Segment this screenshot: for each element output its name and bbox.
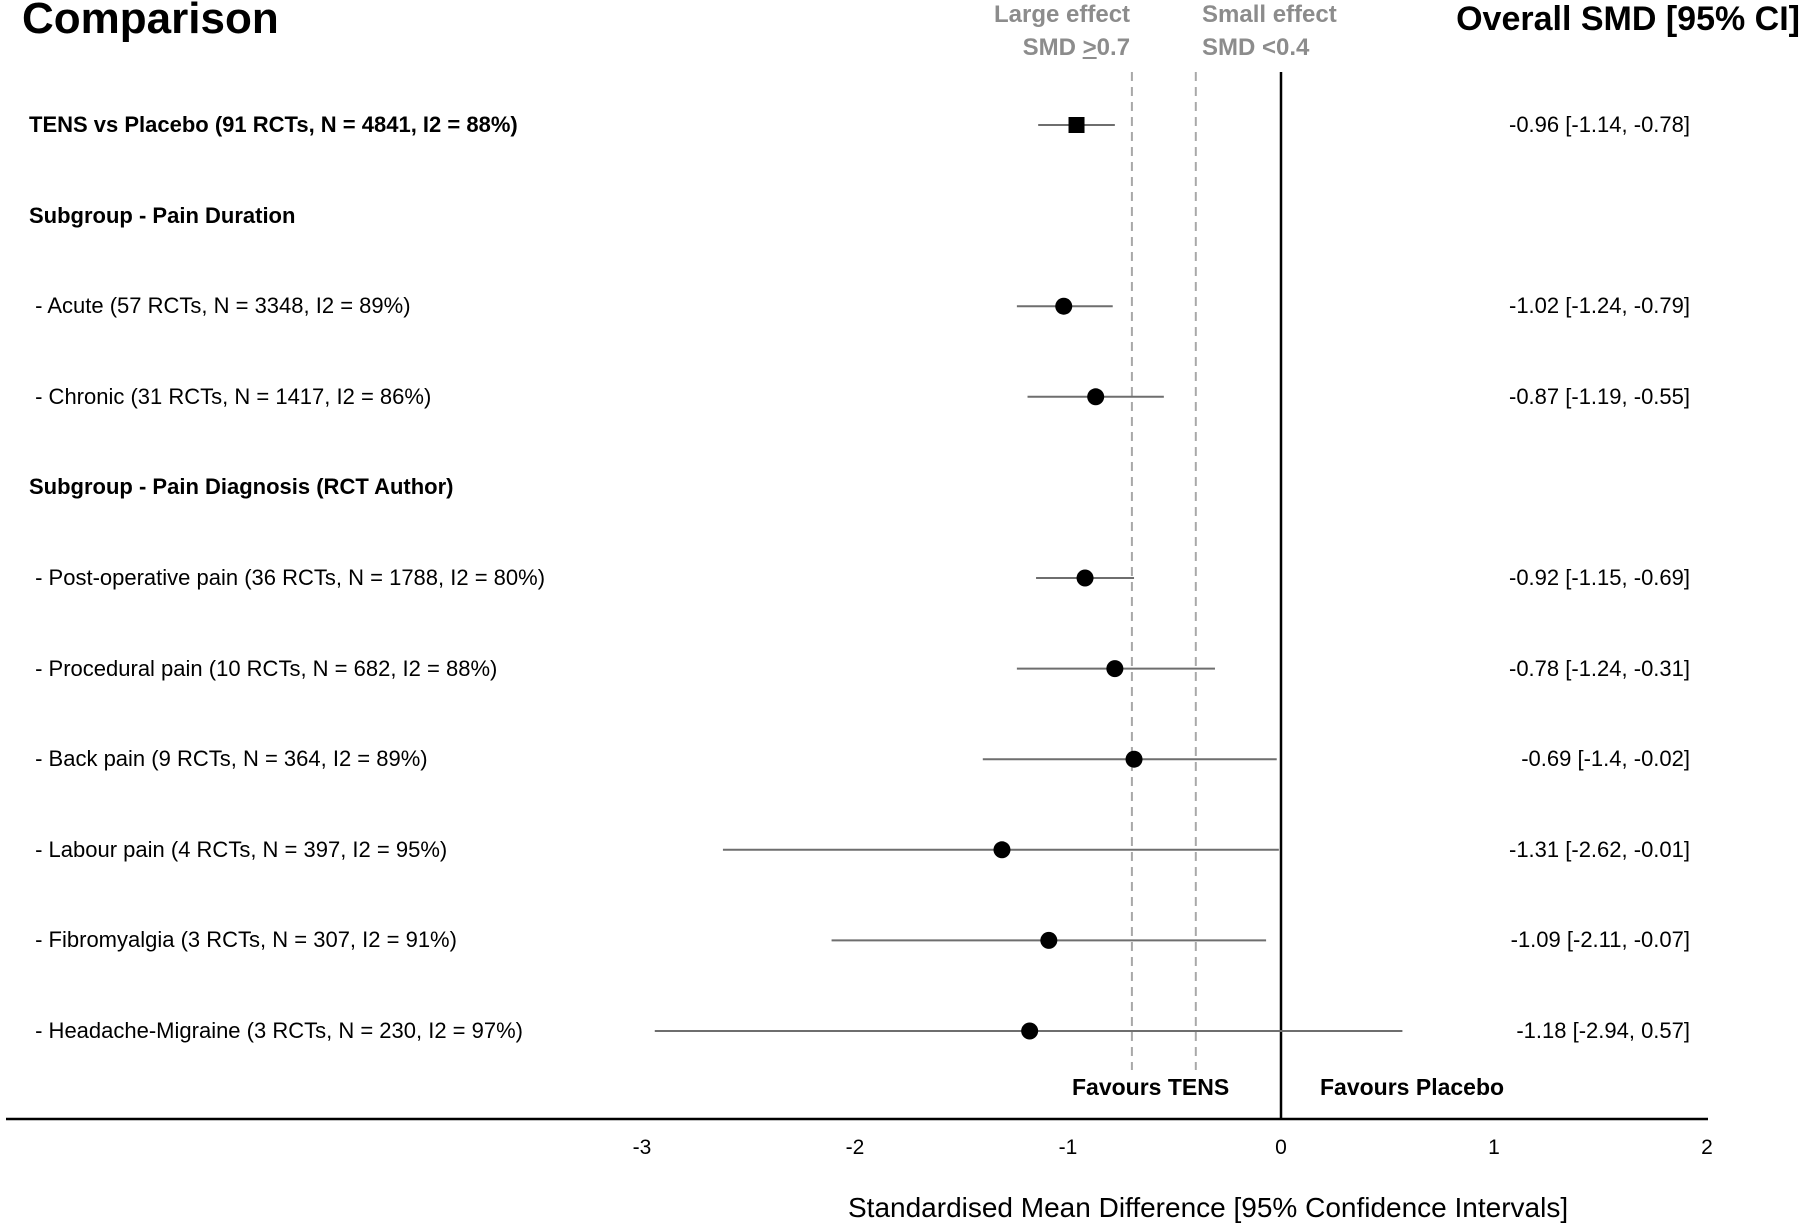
subgroup-row-label: - Acute (57 RCTs, N = 3348, I2 = 89%) [29,293,411,319]
x-tick-label: -2 [845,1136,865,1159]
favours-tens-label: Favours TENS [1072,1074,1230,1100]
small-effect-title: Small effect [1202,1,1337,28]
subgroup-row-label: - Chronic (31 RCTs, N = 1417, I2 = 86%) [29,383,432,409]
point-estimate-square [1068,117,1085,133]
overall-comparison-label: TENS vs Placebo (91 RCTs, N = 4841, I2 =… [29,112,518,137]
smd-ci-value: -0.69 [-1.4, -0.02] [1521,746,1690,772]
subgroup-row-label: - Procedural pain (10 RCTs, N = 682, I2 … [29,655,498,681]
point-estimate-circle [1125,750,1143,768]
small-effect-threshold: SMD <0.4 [1202,34,1310,61]
subgroup-row-label: - Headache-Migraine (3 RCTs, N = 230, I2… [29,1018,524,1043]
point-estimate-circle [1021,1022,1039,1040]
subgroup-row-label: - Back pain (9 RCTs, N = 364, I2 = 89%) [29,746,428,772]
subgroup-row-label: - Fibromyalgia (3 RCTs, N = 307, I2 = 91… [29,927,457,953]
point-estimate-circle [1055,297,1073,315]
smd-ci-value: -0.96 [-1.14, -0.78] [1509,112,1690,137]
smd-ci-value: -0.78 [-1.24, -0.31] [1509,655,1690,681]
large-effect-threshold: SMD >0.7 [1022,34,1131,61]
large-effect-title: Large effect [994,1,1131,28]
x-tick-label: 0 [1275,1136,1287,1159]
large-effect-label: Large effect SMD >0.7 [994,0,1130,64]
x-tick-label: 2 [1701,1136,1713,1159]
x-tick-label: 1 [1488,1136,1500,1159]
comparison-header: Comparison [22,0,279,43]
smd-ci-value: -0.92 [-1.15, -0.69] [1509,565,1690,590]
small-effect-label: Small effect SMD <0.4 [1202,0,1337,64]
x-tick-label: -3 [632,1136,652,1159]
smd-ci-value: -1.18 [-2.94, 0.57] [1516,1018,1690,1043]
subgroup-row-label: - Post-operative pain (36 RCTs, N = 1788… [29,565,546,590]
x-axis-label: Standardised Mean Difference [95% Confid… [848,1192,1569,1223]
smd-ci-value: -1.31 [-2.62, -0.01] [1509,836,1690,862]
point-estimate-circle [1040,931,1058,949]
point-estimate-circle [1076,569,1094,587]
x-tick-label: -1 [1058,1136,1078,1159]
point-estimate-circle [1106,660,1124,678]
point-estimate-circle [1087,388,1105,406]
smd-ci-value: -0.87 [-1.19, -0.55] [1509,383,1690,409]
subgroup-row-label: - Labour pain (4 RCTs, N = 397, I2 = 95%… [29,836,448,862]
favours-placebo-label: Favours Placebo [1320,1074,1505,1100]
subgroup-heading: Subgroup - Pain Diagnosis (RCT Author) [29,474,454,500]
smd-ci-value: -1.09 [-2.11, -0.07] [1510,927,1690,953]
subgroup-heading: Subgroup - Pain Duration [29,202,296,228]
overall-smd-header: Overall SMD [95% CI] [1456,0,1800,38]
smd-ci-value: -1.02 [-1.24, -0.79] [1509,293,1690,319]
point-estimate-circle [993,841,1011,859]
